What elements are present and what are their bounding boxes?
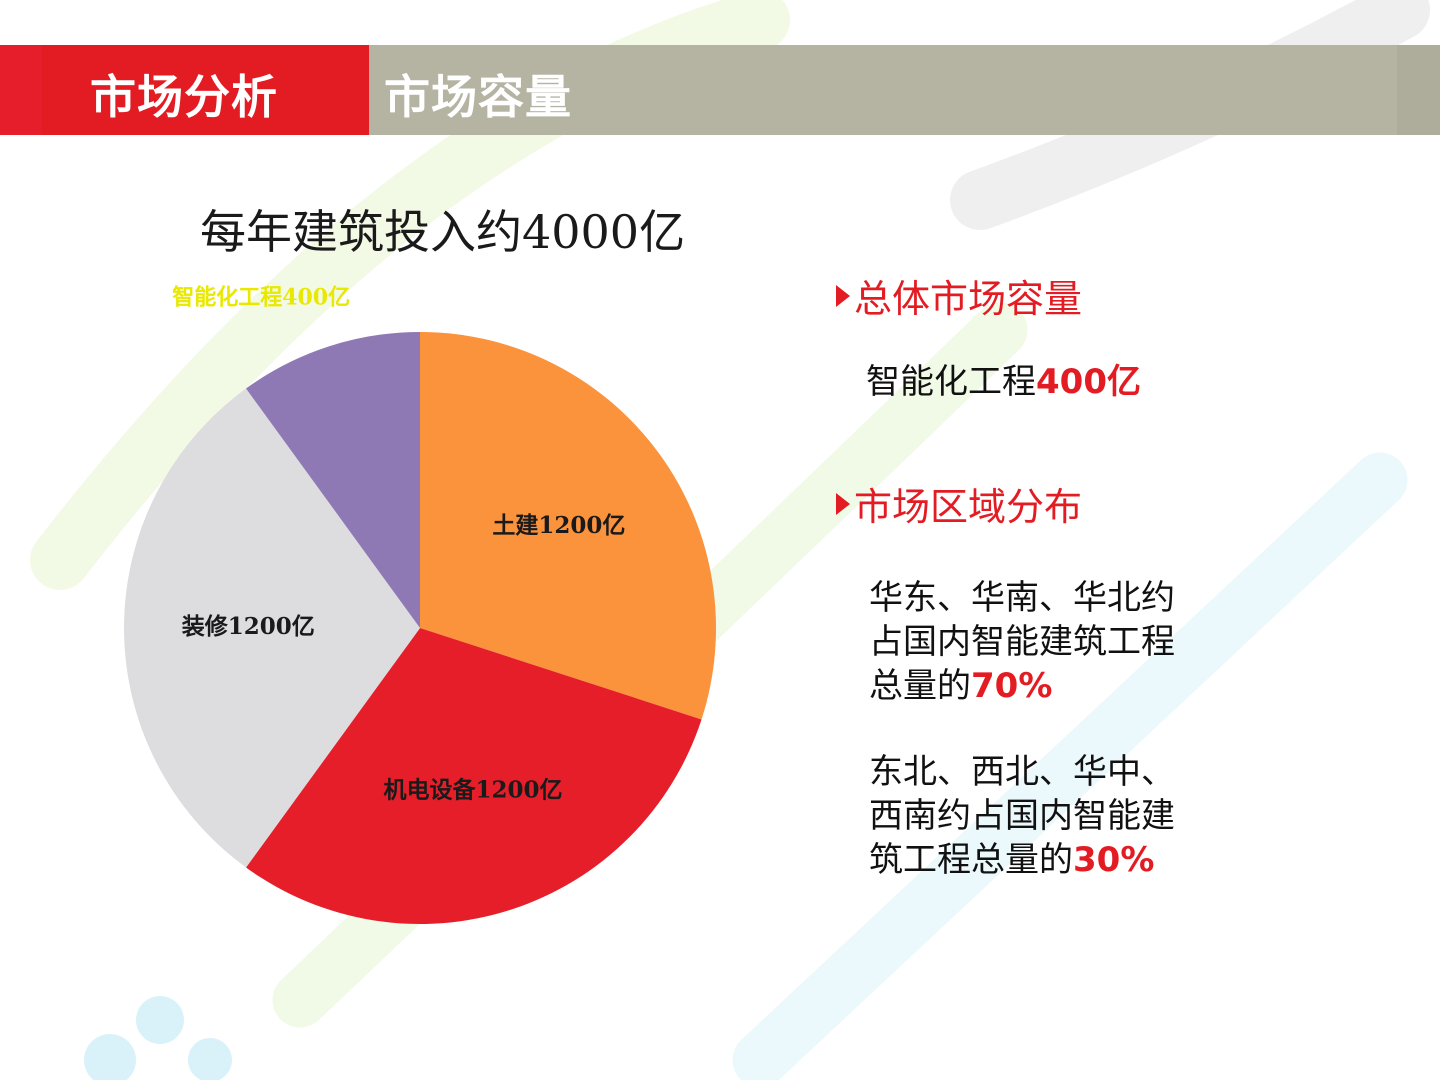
paragraph-intelligent-engineering: 智能化工程400亿: [866, 360, 1141, 404]
pie-slice: [246, 628, 702, 925]
bullet-regional-distribution: 市场区域分布: [836, 476, 1082, 531]
pie-slice-label: 智能化工程400亿: [172, 284, 350, 310]
paragraph-east-south-north: 华东、华南、华北约 占国内智能建筑工程 总量的70%: [869, 576, 1175, 708]
bullet-arrow-icon: [836, 492, 850, 515]
bullet-total-market: 总体市场容量: [836, 268, 1082, 323]
bullet-total-market-label: 总体市场容量: [854, 277, 1083, 321]
bullet-arrow-icon: [836, 284, 850, 307]
paragraph-line: 总量的: [869, 666, 971, 706]
pie-slice-label: 机电设备1200亿: [384, 776, 563, 803]
paragraph-line: 西南约占国内智能建: [869, 796, 1175, 836]
section-title: 市场分析: [90, 70, 278, 124]
header-bar: 市场分析 市场容量: [0, 45, 1440, 135]
header-gray-end: [1397, 45, 1440, 135]
topic-title: 市场容量: [384, 70, 572, 124]
header-topic-block: [369, 45, 1397, 135]
paragraph-intelligent-engineering-text: 智能化工程: [866, 362, 1036, 402]
paragraph-line: 占国内智能建筑工程: [869, 622, 1175, 662]
paragraph-northeast-northwest-value: 30%: [1073, 840, 1155, 880]
header-section-block: [42, 45, 369, 135]
pie-slice: [246, 332, 420, 628]
bullet-regional-distribution-label: 市场区域分布: [854, 485, 1083, 529]
pie-slice: [123, 388, 421, 868]
paragraph-line: 华东、华南、华北约: [869, 578, 1175, 618]
paragraph-northeast-northwest: 东北、西北、华中、 西南约占国内智能建 筑工程总量的30%: [869, 750, 1175, 882]
paragraph-intelligent-engineering-value: 400亿: [1036, 362, 1141, 402]
paragraph-east-south-north-value: 70%: [971, 666, 1053, 706]
chart-title: 每年建筑投入约4000亿: [200, 205, 686, 259]
pie-slice-label: 装修1200亿: [182, 613, 315, 640]
paragraph-line: 筑工程总量的: [869, 840, 1073, 880]
paragraph-line: 东北、西北、华中、: [869, 752, 1175, 792]
header-red-edge: [0, 45, 42, 135]
pie-slice: [420, 332, 716, 720]
pie-slice-label: 土建1200亿: [492, 512, 625, 539]
flower-logo-mark: [84, 996, 232, 1080]
